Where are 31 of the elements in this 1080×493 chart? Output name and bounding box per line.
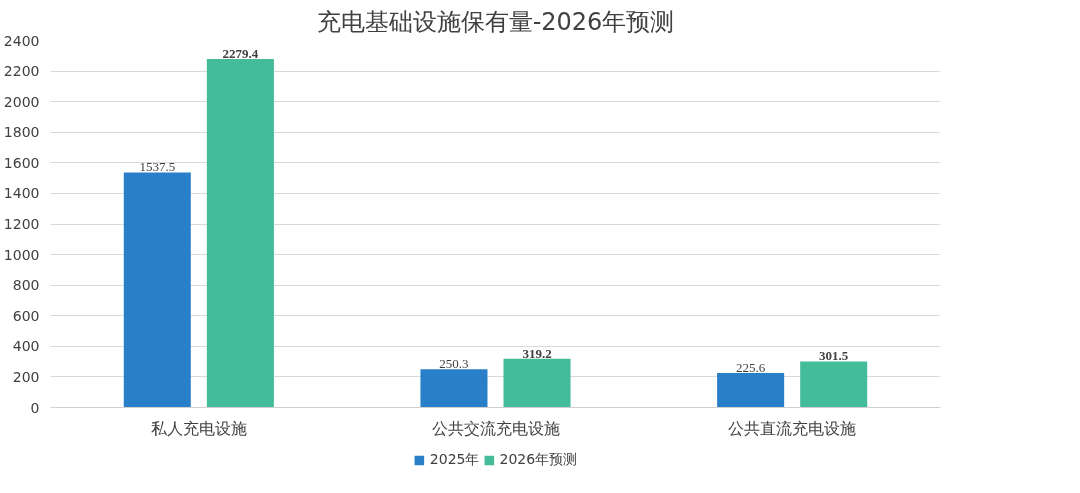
- legend-label: 2026年预测: [499, 451, 578, 469]
- y-tick-label: 1800: [3, 124, 40, 141]
- bar: [800, 361, 868, 408]
- legend-label: 2025年: [429, 451, 480, 469]
- y-tick-label: 1200: [3, 216, 40, 232]
- data-label: 250.3: [439, 356, 469, 372]
- y-tick-label: 0: [30, 399, 40, 416]
- y-tick-label: 2200: [3, 63, 40, 80]
- y-tick-label: 2000: [3, 93, 40, 110]
- bar: [717, 373, 785, 408]
- y-tick-label: 1600: [3, 154, 40, 171]
- data-label: 1537.5: [139, 159, 176, 175]
- y-tick-label: 1400: [3, 185, 40, 202]
- bar: [420, 369, 488, 408]
- y-tick-label: 600: [12, 307, 40, 324]
- bar: [123, 172, 191, 408]
- y-tick-label: 400: [12, 338, 40, 355]
- x-tick-label: 公共交流充电设施: [431, 418, 560, 438]
- bar: [503, 358, 571, 408]
- chart-title: 充电基础设施保有量-2026年预测: [316, 7, 675, 36]
- y-tick-label: 2400: [3, 32, 40, 49]
- y-tick-label: 800: [12, 277, 40, 294]
- bar: [206, 58, 274, 408]
- data-label: 319.2: [522, 345, 552, 361]
- data-label: 225.6: [736, 360, 766, 375]
- data-label: 2279.4: [222, 45, 259, 61]
- data-label: 301.5: [819, 348, 849, 364]
- y-tick-label: 200: [12, 368, 40, 385]
- x-tick-label: 公共直流充电设施: [728, 418, 857, 438]
- y-tick-label: 1000: [3, 246, 40, 263]
- x-tick-label: 私人充电设施: [150, 418, 247, 438]
